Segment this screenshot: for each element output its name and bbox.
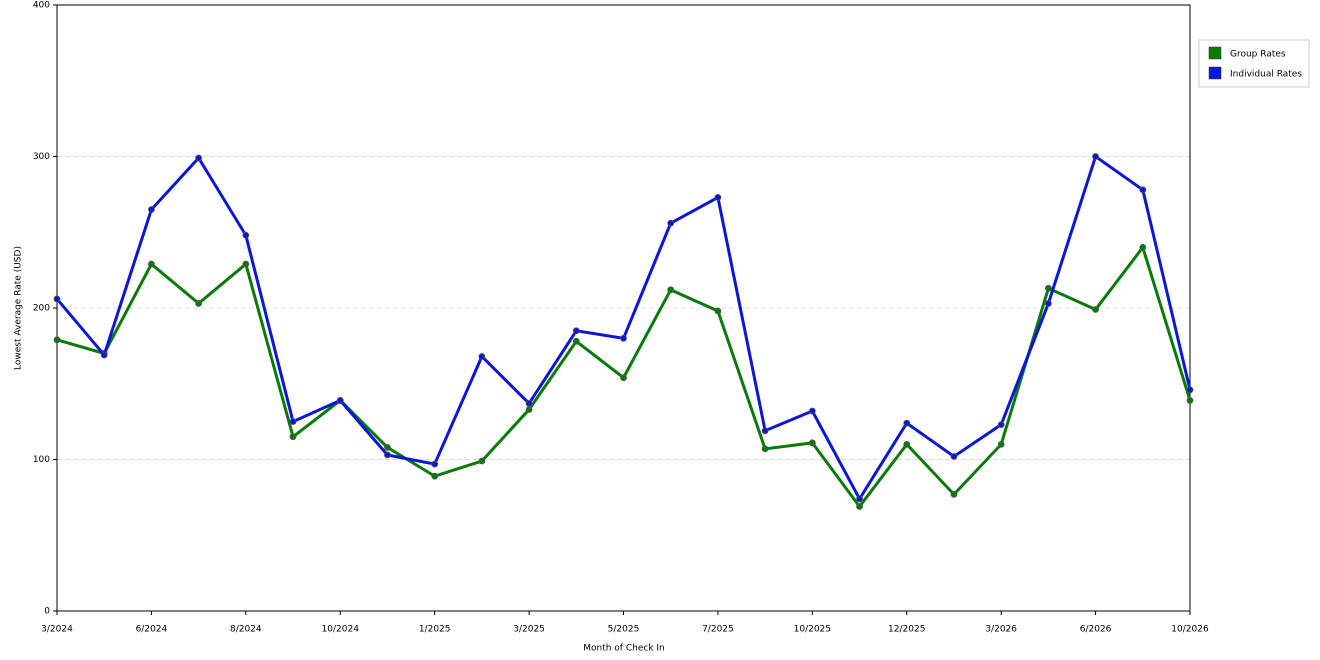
x-tick-label: 3/2024 <box>41 625 73 635</box>
y-tick-label: 100 <box>33 455 50 465</box>
data-point <box>667 219 675 227</box>
data-point <box>714 307 722 315</box>
data-point <box>1092 306 1099 313</box>
x-tick-label: 8/2024 <box>230 625 262 635</box>
data-point <box>53 295 61 303</box>
data-point <box>384 451 391 459</box>
x-tick-label: 6/2024 <box>136 625 168 635</box>
x-tick-label: 10/2026 <box>1171 625 1209 635</box>
data-point <box>950 490 958 498</box>
data-point <box>667 286 675 294</box>
data-point <box>525 400 533 407</box>
y-tick-label: 300 <box>33 152 50 162</box>
x-tick-label: 5/2025 <box>608 625 640 635</box>
data-point <box>1092 153 1099 160</box>
data-point <box>997 421 1005 429</box>
series-line <box>55 154 1192 502</box>
data-point <box>1139 186 1147 194</box>
data-point <box>997 440 1005 448</box>
x-tick-label: 7/2025 <box>702 625 734 635</box>
legend-label: Individual Rates <box>1230 70 1302 80</box>
data-point <box>1186 386 1194 394</box>
data-point <box>714 194 722 201</box>
data-point <box>336 397 344 404</box>
data-point <box>242 231 250 239</box>
data-point <box>1044 300 1052 307</box>
data-point <box>620 334 627 342</box>
data-point <box>808 439 816 447</box>
x-tick-label: 3/2025 <box>513 625 545 635</box>
legend-label: Group Rates <box>1230 50 1286 60</box>
data-point <box>431 460 439 468</box>
data-point <box>1139 243 1147 251</box>
data-point <box>1044 284 1052 292</box>
data-point <box>195 154 203 162</box>
x-tick-label: 6/2026 <box>1080 625 1112 635</box>
data-point <box>384 443 391 451</box>
data-point <box>761 445 769 453</box>
data-point <box>478 353 486 360</box>
data-point <box>572 337 580 345</box>
y-tick-label: 400 <box>33 1 50 11</box>
data-point <box>620 374 627 382</box>
y-tick-label: 200 <box>33 304 50 314</box>
data-point <box>525 406 533 413</box>
data-point <box>100 351 108 359</box>
data-point <box>195 300 203 307</box>
y-axis-label: Lowest Average Rate (USD) <box>14 246 24 370</box>
data-point <box>431 472 439 480</box>
data-point <box>289 433 297 441</box>
data-point <box>761 427 769 435</box>
x-tick-label: 1/2025 <box>419 625 451 635</box>
data-point <box>856 503 863 510</box>
data-point <box>950 453 958 460</box>
data-point <box>572 327 580 335</box>
data-point <box>53 336 61 344</box>
data-point <box>856 495 863 503</box>
data-point <box>903 419 911 427</box>
data-point <box>1186 397 1194 404</box>
data-point <box>242 260 250 268</box>
x-axis-label: Month of Check In <box>583 644 665 654</box>
data-point <box>148 206 155 213</box>
x-tick-label: 10/2025 <box>794 625 831 635</box>
data-point <box>148 260 155 268</box>
legend-swatch <box>1208 46 1222 60</box>
data-point <box>808 407 816 415</box>
y-tick-label: 0 <box>44 607 50 617</box>
legend-swatch <box>1208 66 1222 80</box>
x-tick-label: 12/2025 <box>888 625 925 635</box>
data-point <box>289 418 297 426</box>
x-tick-label: 3/2026 <box>985 625 1017 635</box>
data-point <box>478 457 486 465</box>
x-tick-label: 10/2024 <box>322 625 360 635</box>
data-point <box>903 440 911 448</box>
